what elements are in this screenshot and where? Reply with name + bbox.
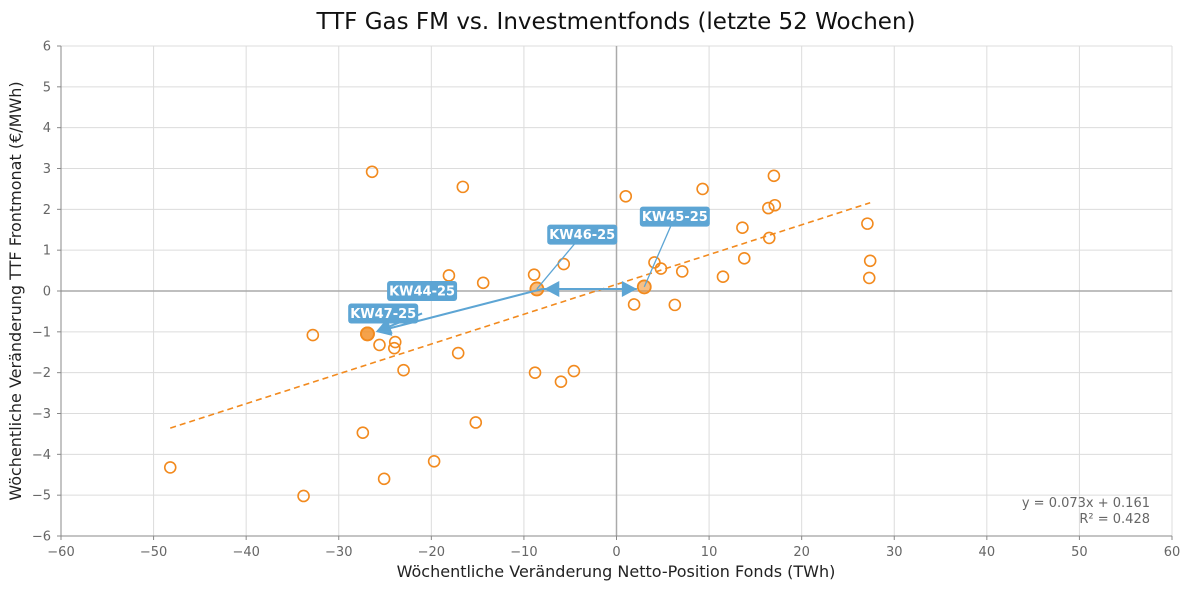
data-point <box>527 268 541 281</box>
highlight-point-kw47-25 <box>360 326 375 342</box>
chart-title: TTF Gas FM vs. Investmentfonds (letzte 5… <box>315 9 915 35</box>
data-point <box>762 231 776 245</box>
data-point <box>451 346 465 360</box>
x-tick-label: 50 <box>1071 545 1088 560</box>
data-point <box>387 341 401 355</box>
data-point <box>557 257 571 271</box>
y-tick-label: −5 <box>32 489 51 504</box>
y-tick-label: −2 <box>32 366 51 381</box>
data-point <box>862 271 876 285</box>
data-point <box>668 298 682 312</box>
y-tick-label: −6 <box>32 530 51 545</box>
x-tick-label: −60 <box>47 545 74 560</box>
annotation-kw47-25-arrow-head <box>375 320 393 336</box>
data-point <box>427 454 441 468</box>
y-tick-label: 5 <box>43 80 51 95</box>
x-axis-ticks: −60 −50 −40 −30 −20 −10 0 10 20 30 40 50 60 <box>47 536 1180 560</box>
data-point <box>469 416 483 429</box>
annotation-kw44-25-label: KW44-25 <box>389 285 455 300</box>
data-point <box>627 298 641 311</box>
x-axis-title: Wöchentliche Veränderung Netto-Position … <box>397 562 836 581</box>
data-point <box>863 254 877 268</box>
data-point <box>377 472 391 486</box>
zero-lines <box>61 46 1172 536</box>
annotation-kw45-25-leader <box>643 216 676 288</box>
data-point <box>654 262 668 275</box>
regression-equation: y = 0.073x + 0.161 <box>1022 496 1150 511</box>
annotation-kw47-25-box <box>348 303 419 324</box>
data-point <box>675 265 689 278</box>
data-point <box>619 189 633 203</box>
data-point <box>767 169 781 183</box>
data-point <box>762 201 775 215</box>
x-tick-label: −40 <box>232 545 259 560</box>
highlighted-points <box>360 279 652 342</box>
data-point <box>442 269 456 282</box>
data-point <box>163 461 177 474</box>
data-point <box>388 335 402 349</box>
x-tick-label: −30 <box>325 545 352 560</box>
data-point <box>306 328 320 342</box>
data-point <box>397 363 410 377</box>
y-tick-label: 2 <box>43 203 51 218</box>
y-axis-ticks: −6 −5 −4 −3 −2 −1 0 1 2 3 4 5 6 <box>32 40 61 545</box>
annotation-kw47-25-label: KW47-25 <box>350 307 416 322</box>
y-tick-label: −1 <box>32 325 51 340</box>
data-point <box>297 489 310 503</box>
data-point <box>365 165 379 179</box>
data-point <box>456 180 470 194</box>
annotation-kw45-25-box <box>639 206 710 227</box>
y-tick-label: 4 <box>43 121 51 136</box>
data-point <box>528 366 542 379</box>
data-point <box>476 276 490 290</box>
annotation-kw44-25-box <box>387 281 458 301</box>
data-point <box>736 221 749 235</box>
annotation-kw46-25-box <box>547 224 618 245</box>
data-point <box>554 375 568 388</box>
y-tick-label: −3 <box>32 407 51 422</box>
x-tick-label: −10 <box>510 545 537 560</box>
y-tick-label: 3 <box>43 162 51 177</box>
x-tick-label: 10 <box>701 545 718 560</box>
y-tick-label: −4 <box>32 448 51 463</box>
data-point <box>373 338 386 352</box>
x-tick-label: −20 <box>418 545 445 560</box>
y-tick-label: 0 <box>43 285 51 300</box>
x-tick-label: 60 <box>1164 545 1181 560</box>
data-point <box>861 217 874 230</box>
annotation-kw45-25-label: KW45-25 <box>642 210 708 225</box>
data-point <box>696 182 709 196</box>
data-points <box>163 165 877 503</box>
data-point <box>737 252 751 265</box>
data-point <box>356 426 370 439</box>
trendline-group <box>170 201 871 429</box>
annotations: KW44-25 KW45-25 KW46-25 KW47-25 <box>348 206 710 336</box>
data-point <box>768 198 782 212</box>
x-tick-label: 0 <box>612 545 620 560</box>
data-point <box>567 364 581 378</box>
annotation-kw46-25-label: KW46-25 <box>549 228 615 243</box>
y-axis-title: Wöchentliche Veränderung TTF Frontmonat … <box>6 81 25 500</box>
trendline <box>170 201 871 429</box>
x-tick-label: −50 <box>140 545 167 560</box>
x-tick-label: 30 <box>886 545 903 560</box>
data-point <box>716 270 730 284</box>
x-tick-label: 20 <box>793 545 810 560</box>
annotation-kw46-25-arrow-head <box>544 280 560 297</box>
regression-r2: R² = 0.428 <box>1079 512 1150 527</box>
y-tick-label: 1 <box>43 244 51 259</box>
x-tick-label: 40 <box>979 545 996 560</box>
y-tick-label: 6 <box>43 40 51 55</box>
